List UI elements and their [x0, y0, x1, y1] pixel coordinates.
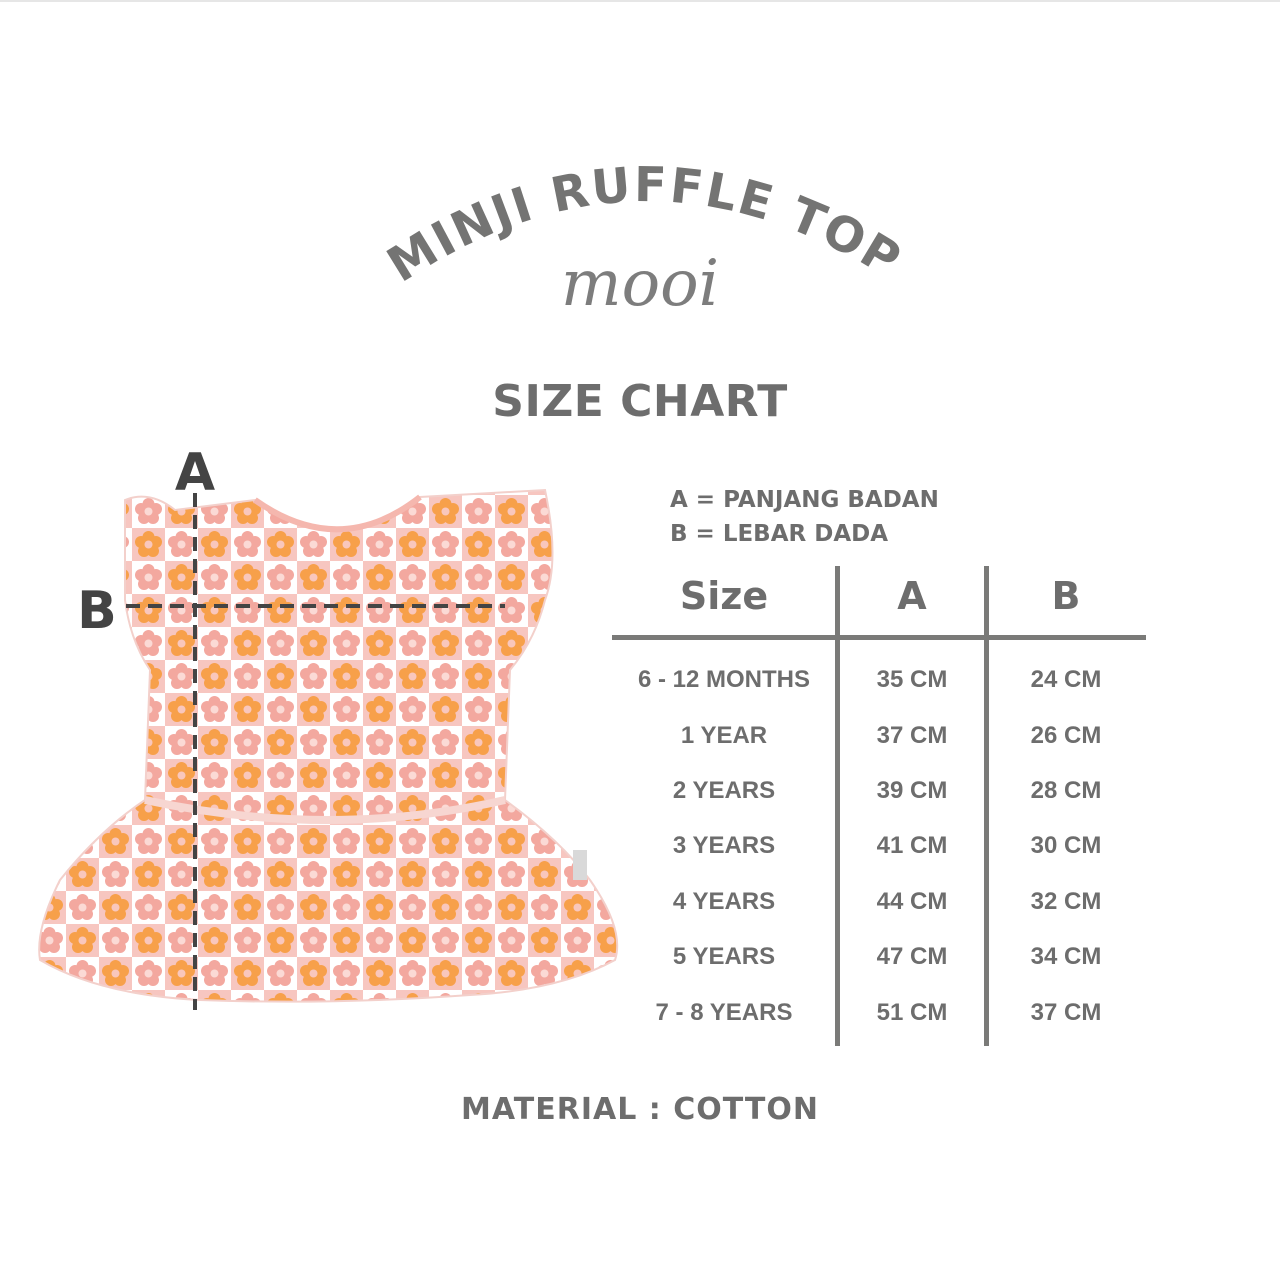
cell-a: 35 CM — [876, 666, 948, 693]
header-a: A — [897, 574, 927, 618]
cell-b: 32 CM — [1030, 888, 1102, 915]
legend-a: A = PANJANG BADAN — [670, 487, 939, 513]
cell-b: 24 CM — [1030, 666, 1102, 693]
material-text: MATERIAL : COTTON — [461, 1092, 819, 1127]
table-column-divider — [984, 566, 989, 1046]
cell-a: 37 CM — [876, 722, 948, 749]
garment-diagram: A B — [38, 443, 619, 1010]
cell-size: 1 YEAR — [680, 722, 768, 749]
table-header-divider — [612, 635, 1146, 640]
cell-size: 4 YEARS — [672, 888, 776, 915]
label-a: A — [175, 443, 215, 503]
garment-shape — [38, 488, 619, 1003]
table-column-divider — [835, 566, 840, 1046]
cell-size: 6 - 12 MONTHS — [637, 666, 811, 693]
top-border — [0, 0, 1280, 2]
brand-logo: mooi — [561, 247, 719, 321]
header-size: Size — [679, 574, 769, 618]
cell-b: 30 CM — [1030, 832, 1102, 859]
cell-size: 5 YEARS — [672, 943, 776, 970]
cell-b: 26 CM — [1030, 722, 1102, 749]
cell-size: 7 - 8 YEARS — [655, 999, 793, 1026]
cell-a: 39 CM — [876, 777, 948, 804]
cell-a: 44 CM — [876, 888, 948, 915]
header-b: B — [1051, 574, 1081, 618]
cell-b: 37 CM — [1030, 999, 1102, 1026]
section-title: SIZE CHART — [492, 376, 788, 427]
cell-b: 28 CM — [1030, 777, 1102, 804]
title-header: MINJI RUFFLE TOP mooi — [378, 157, 910, 321]
cell-b: 34 CM — [1030, 943, 1102, 970]
cell-a: 41 CM — [876, 832, 948, 859]
cell-a: 47 CM — [876, 943, 948, 970]
cell-size: 3 YEARS — [672, 832, 776, 859]
legend-b: B = LEBAR DADA — [670, 521, 889, 547]
cell-size: 2 YEARS — [672, 777, 776, 804]
cell-a: 51 CM — [876, 999, 948, 1026]
label-b: B — [77, 581, 117, 641]
brand-tag — [573, 850, 587, 880]
